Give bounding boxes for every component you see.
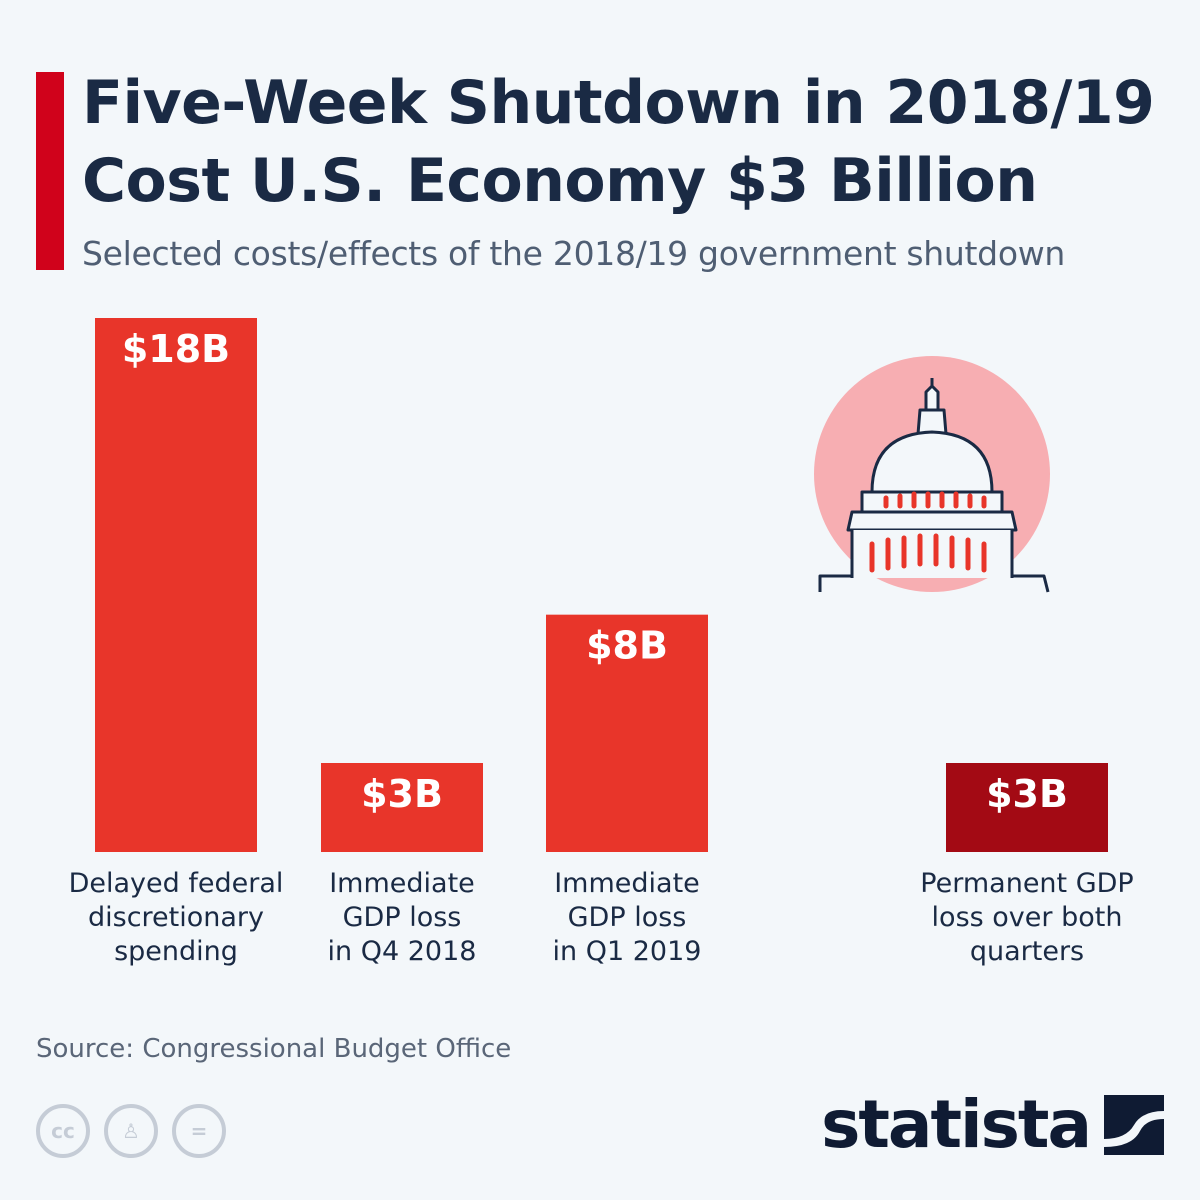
capitol-icon	[814, 356, 1050, 593]
category-label-3: Immediate GDP loss in Q1 2019	[553, 868, 702, 967]
cc-icon[interactable]: cc	[36, 1104, 90, 1158]
source-note: Source: Congressional Budget Office	[36, 1034, 512, 1064]
bar-1	[95, 318, 257, 852]
no-derivatives-icon[interactable]: =	[172, 1104, 226, 1158]
category-label-4: Permanent GDP loss over both quarters	[920, 868, 1133, 967]
category-label-2: Immediate GDP loss in Q4 2018	[328, 868, 477, 967]
bar-chart: $18B Delayed federal discretionary spending…	[69, 318, 1134, 967]
title-line-2: Cost U.S. Economy $3 Billion	[82, 146, 1038, 216]
license-icons: cc ♙ =	[36, 1104, 226, 1158]
title-accent-bar	[36, 72, 64, 270]
bar-value-label-2: $3B	[361, 772, 443, 816]
bar-3	[546, 614, 708, 852]
bar-2	[321, 763, 483, 852]
brand-name: statista	[821, 1086, 1092, 1163]
statista-logo[interactable]: statista	[821, 1092, 1164, 1158]
bars-layer: $18B Delayed federal discretionary spending…	[69, 318, 1134, 967]
bar-value-label-4: $3B	[986, 772, 1068, 816]
chart-subtitle: Selected costs/effects of the 2018/19 go…	[82, 234, 1066, 273]
attribution-icon[interactable]: ♙	[104, 1104, 158, 1158]
chart-title: Five-Week Shutdown in 2018/19 Cost U.S. …	[82, 64, 1182, 220]
title-line-1: Five-Week Shutdown in 2018/19	[82, 68, 1155, 138]
statista-logo-icon	[1104, 1095, 1164, 1155]
bar-value-label-1: $18B	[122, 327, 230, 371]
bar-value-label-3: $8B	[586, 624, 668, 668]
category-label-1: Delayed federal discretionary spending	[69, 868, 284, 967]
bar-4	[946, 763, 1108, 852]
